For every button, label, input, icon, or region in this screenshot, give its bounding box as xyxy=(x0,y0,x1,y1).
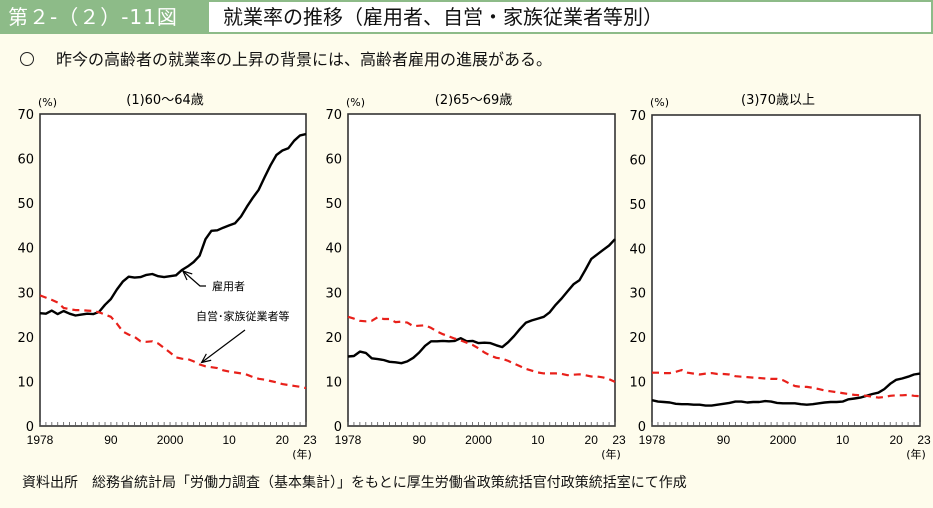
chart-panel-3: (3)70歳以上 (%) 0 10 20 30 40 50 60 70 1978 90 2000 10 20… xyxy=(629,93,931,461)
y-tick-label: 40 xyxy=(629,242,646,257)
y-axis-unit: (%) xyxy=(346,96,365,109)
lead-text: 昨今の高齢者の就業率の上昇の背景には、高齢者雇用の進展がある。 xyxy=(56,50,553,69)
y-axis-unit: (%) xyxy=(650,96,669,109)
y-tick-label: 10 xyxy=(629,376,646,391)
x-tick-label: 1978 xyxy=(335,433,362,447)
chart-title: (1)60～64歳 xyxy=(126,93,204,108)
x-tick-label: 2000 xyxy=(157,433,184,447)
y-tick-label: 50 xyxy=(325,197,342,212)
x-tick-label: 1978 xyxy=(639,433,666,447)
source-note: 資料出所 総務省統計局「労働力調査（基本集計）」をもとに厚生労働省政策統括官付政… xyxy=(22,475,687,491)
x-axis-unit: (年) xyxy=(601,447,621,461)
y-axis-unit: (%) xyxy=(38,96,57,109)
y-tick-label: 20 xyxy=(325,331,342,346)
arrow-head-icon xyxy=(181,270,193,281)
y-tick-label: 20 xyxy=(17,331,34,346)
y-tick-label: 10 xyxy=(325,375,342,390)
x-tick-label: 23 xyxy=(303,433,317,447)
figure-number: 第２-（２）-11図 xyxy=(0,0,207,34)
x-axis-unit: (年) xyxy=(292,447,312,461)
y-tick-label: 60 xyxy=(17,153,34,168)
chart-title: (3)70歳以上 xyxy=(741,93,815,108)
y-tick-label: 10 xyxy=(17,375,34,390)
annotation-arrow xyxy=(182,270,206,287)
plot-frame xyxy=(347,113,616,427)
chart-title: (2)65～69歳 xyxy=(435,93,513,108)
y-tick-label: 30 xyxy=(325,286,342,301)
x-tick-label: 2000 xyxy=(770,433,797,447)
x-axis-unit: (年) xyxy=(906,447,926,461)
plot-frame xyxy=(651,114,921,427)
chart-panel-1: (1)60～64歳 (%) 0 10 20 30 40 50 60 70 1978 90 2000 10 2… xyxy=(17,93,317,461)
y-tick-label: 70 xyxy=(17,108,34,123)
y-tick-label: 70 xyxy=(629,109,646,124)
figure-header: 第２-（２）-11図 就業率の推移（雇用者、自営・家族従業者等別） xyxy=(0,0,933,34)
y-tick-label: 60 xyxy=(325,153,342,168)
x-tick-label: 90 xyxy=(104,433,118,447)
x-tick-label: 20 xyxy=(276,433,290,447)
annotation-label: 雇用者 xyxy=(212,279,245,293)
x-tick-label: 90 xyxy=(413,433,427,447)
series-line-employee xyxy=(651,372,921,407)
chart-panel-2: (2)65～69歳 (%) 0 10 20 30 40 50 60 70 1978 90 2000 10 2… xyxy=(325,93,626,461)
y-tick-label: 50 xyxy=(629,198,646,213)
y-tick-label: 0 xyxy=(334,420,342,435)
y-tick-label: 40 xyxy=(325,242,342,257)
annotation-label: 自営･家族従業者等 xyxy=(196,309,290,323)
y-tick-label: 50 xyxy=(17,197,34,212)
x-tick-label: 20 xyxy=(585,433,599,447)
y-tick-label: 40 xyxy=(17,242,34,257)
x-tick-label: 10 xyxy=(836,433,850,447)
arrow-head-icon xyxy=(200,353,212,364)
x-tick-label: 10 xyxy=(222,433,236,447)
x-tick-label: 90 xyxy=(717,433,731,447)
series-line-employee xyxy=(39,132,307,317)
annotation-arrow xyxy=(201,329,246,363)
y-tick-label: 20 xyxy=(629,331,646,346)
circle-bullet-icon xyxy=(20,52,34,66)
x-tick-label: 2000 xyxy=(465,433,492,447)
figure-title: 就業率の推移（雇用者、自営・家族従業者等別） xyxy=(207,0,933,34)
plot-frame xyxy=(39,113,307,427)
lead-statement: 昨今の高齢者の就業率の上昇の背景には、高齢者雇用の進展がある。 xyxy=(20,46,552,70)
y-tick-label: 60 xyxy=(629,153,646,168)
y-tick-label: 30 xyxy=(629,287,646,302)
x-tick-label: 20 xyxy=(889,433,903,447)
series-line-self-employed xyxy=(39,294,307,390)
series-line-employee xyxy=(347,238,616,365)
x-tick-label: 10 xyxy=(531,433,545,447)
x-tick-label: 23 xyxy=(612,433,626,447)
y-tick-label: 0 xyxy=(26,420,34,435)
y-tick-label: 70 xyxy=(325,108,342,123)
series-line-self-employed xyxy=(652,368,921,399)
x-tick-label: 23 xyxy=(917,433,931,447)
y-tick-label: 0 xyxy=(638,420,646,435)
y-tick-label: 30 xyxy=(17,286,34,301)
x-tick-label: 1978 xyxy=(27,433,54,447)
